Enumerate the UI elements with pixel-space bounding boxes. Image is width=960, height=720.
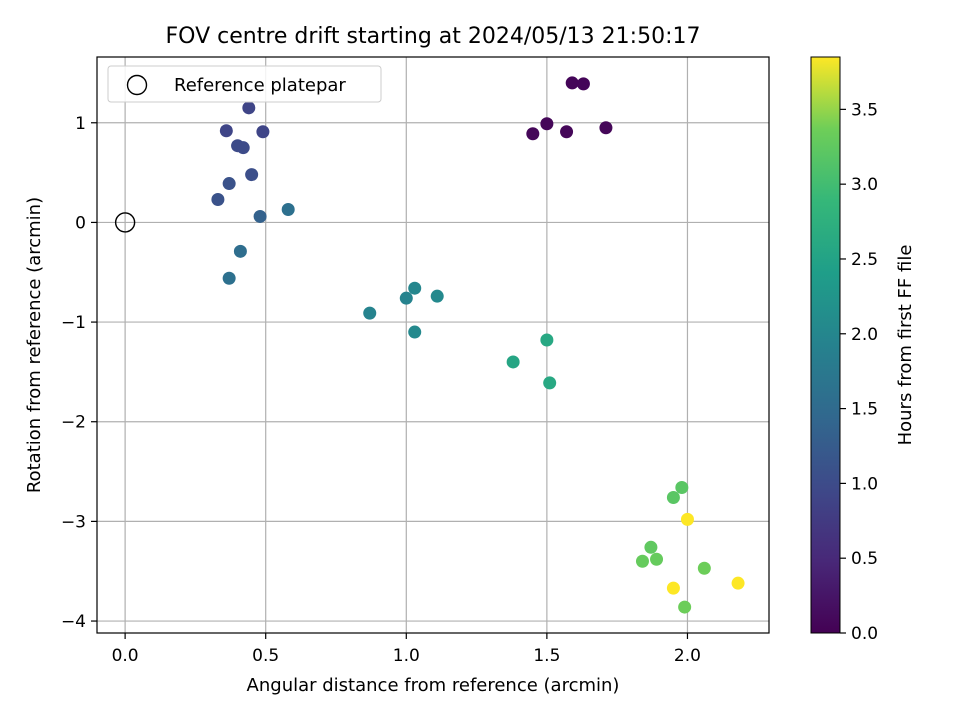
data-point (565, 76, 579, 90)
data-point (526, 127, 540, 141)
data-point (576, 77, 590, 91)
data-point (644, 540, 658, 554)
data-point (678, 600, 692, 614)
x-axis-ticks: 0.0 0.5 1.0 1.5 2.0 (112, 633, 701, 666)
data-point (245, 168, 259, 182)
data-point (219, 124, 233, 138)
chart-title: FOV centre drift starting at 2024/05/13 … (166, 24, 701, 49)
data-point (236, 141, 250, 155)
x-tick-label: 1.0 (393, 646, 420, 666)
x-tick-label: 0.5 (252, 646, 279, 666)
colorbar-tick-label: 3.5 (851, 100, 878, 120)
plot-frame (96, 56, 770, 634)
data-point (363, 306, 377, 320)
data-point (560, 125, 574, 139)
x-tick-label: 0.0 (112, 646, 139, 666)
data-point (731, 576, 745, 590)
colorbar: 0.0 0.5 1.0 1.5 2.0 2.5 3.0 3.5 Hours from firs… (810, 56, 916, 644)
colorbar-tick-label: 1.5 (851, 400, 878, 420)
data-point (408, 281, 422, 295)
data-point (222, 271, 236, 285)
data-point (242, 101, 256, 115)
data-point (253, 209, 267, 223)
colorbar-ticks: 0.0 0.5 1.0 1.5 2.0 2.5 3.0 3.5 (840, 100, 878, 644)
data-point (540, 117, 554, 131)
colorbar-label: Hours from first FF file (895, 245, 916, 446)
colorbar-tick-label: 2.5 (851, 250, 878, 270)
data-point (675, 481, 689, 495)
data-point (697, 561, 711, 575)
colorbar-tick-label: 3.0 (851, 175, 878, 195)
legend-marker-reference (126, 74, 148, 96)
legend-entry-reference: Reference platepar (174, 75, 346, 96)
data-point (650, 552, 664, 566)
data-point (399, 291, 413, 305)
reference-marker (114, 212, 136, 233)
colorbar-tick-label: 2.0 (851, 325, 878, 345)
data-point (408, 325, 422, 339)
legend-box (107, 65, 382, 103)
data-point (233, 244, 247, 258)
colorbar-tick-label: 0.0 (851, 624, 878, 644)
data-point (222, 177, 236, 191)
legend: Reference platepar (107, 65, 382, 103)
data-point (666, 490, 680, 504)
data-points (114, 76, 745, 614)
x-tick-label: 2.0 (674, 646, 701, 666)
y-tick-label: 0 (75, 213, 86, 233)
data-point (256, 125, 270, 139)
data-point (680, 512, 694, 526)
colorbar-tick-label: 0.5 (851, 549, 878, 569)
y-tick-label: 1 (75, 114, 86, 134)
y-tick-label: −3 (61, 512, 86, 532)
data-point (666, 581, 680, 595)
x-tick-label: 1.5 (533, 646, 560, 666)
y-axis-ticks: −4 −3 −2 −1 0 1 (61, 114, 97, 632)
data-point (599, 121, 613, 135)
grid-lines (97, 57, 769, 633)
colorbar-tick-label: 1.0 (851, 474, 878, 494)
y-tick-label: −2 (61, 413, 86, 433)
data-point (281, 202, 295, 216)
data-point (506, 355, 520, 369)
data-point (543, 376, 557, 390)
y-tick-label: −1 (61, 313, 86, 333)
data-point (540, 333, 554, 347)
x-axis-label: Angular distance from reference (arcmin) (247, 675, 620, 696)
data-point (211, 193, 225, 207)
colorbar-gradient (810, 56, 841, 634)
data-point (430, 289, 444, 303)
y-axis-label: Rotation from reference (arcmin) (24, 197, 45, 493)
y-tick-label: −4 (61, 612, 86, 632)
data-point (635, 554, 649, 568)
